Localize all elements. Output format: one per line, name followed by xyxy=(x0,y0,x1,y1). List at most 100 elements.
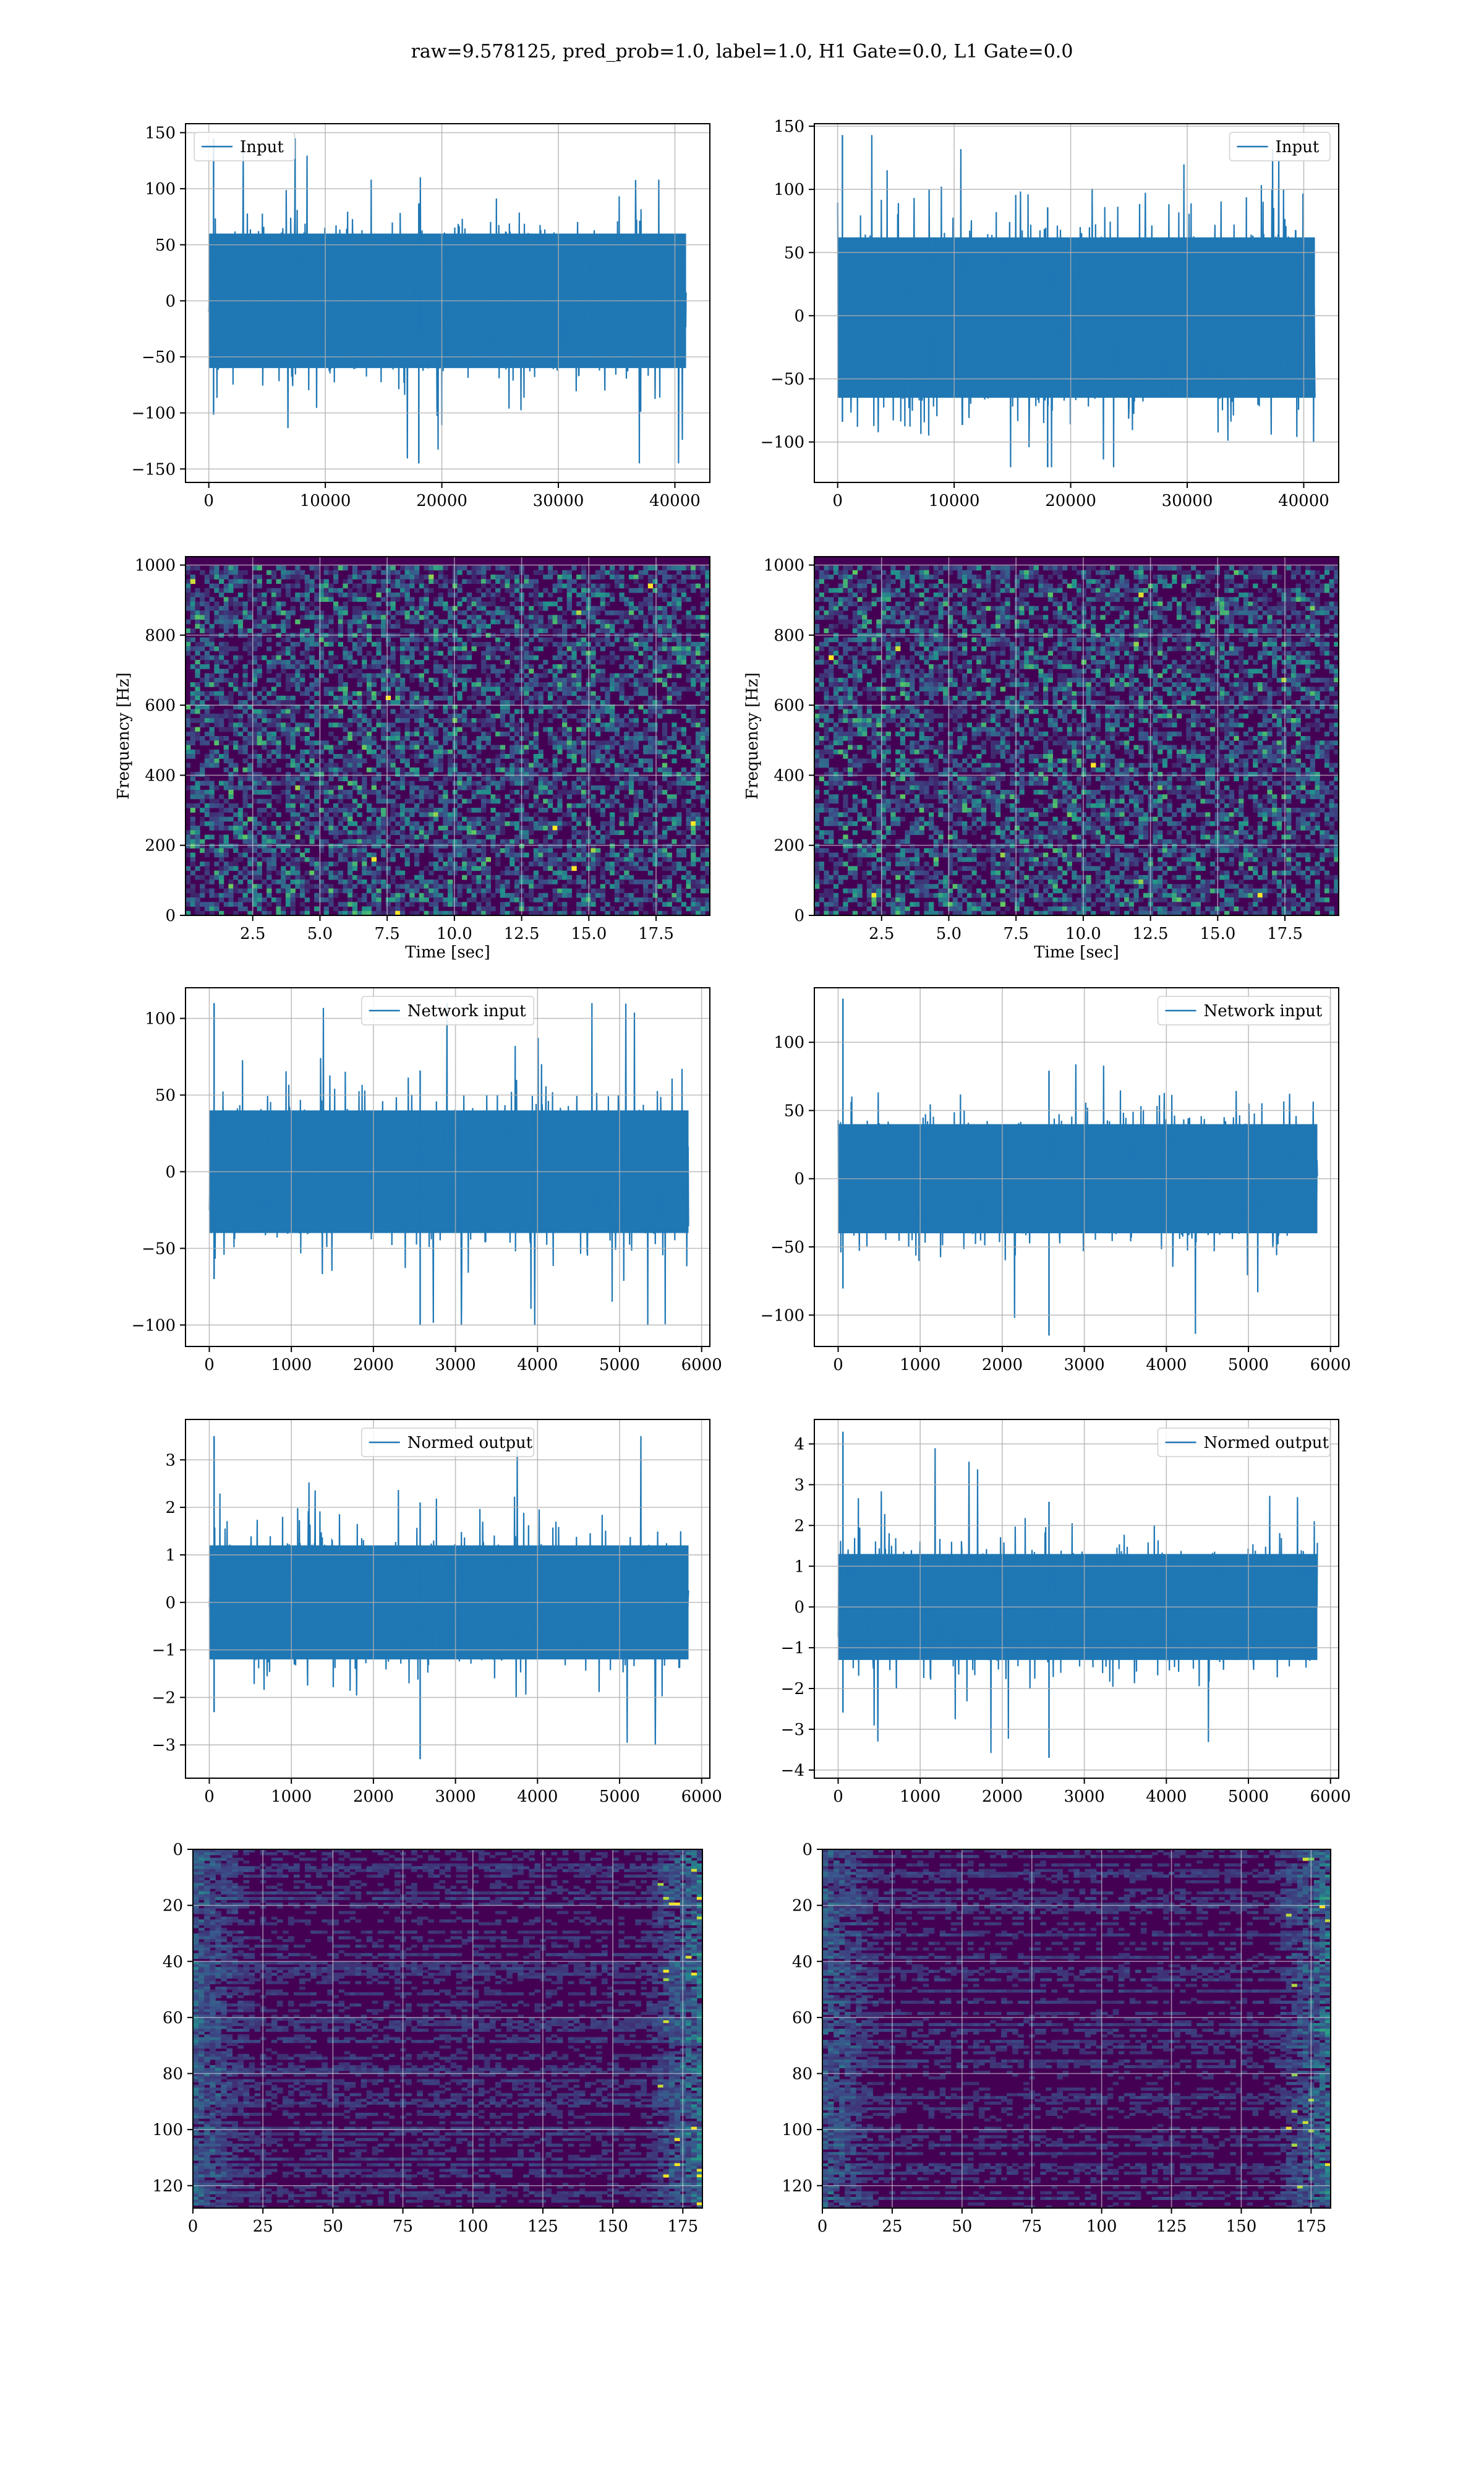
x-tick-label: 0 xyxy=(203,492,214,510)
heatmap-cell xyxy=(348,620,352,625)
heatmap-cell xyxy=(291,682,296,687)
heatmap-cell xyxy=(595,678,600,683)
heatmap-cell xyxy=(667,889,672,894)
heatmap-cell xyxy=(701,687,706,691)
heatmap-cell xyxy=(419,736,424,741)
heatmap-cell xyxy=(571,642,576,647)
heatmap-cell xyxy=(357,570,362,575)
heatmap-cell xyxy=(629,727,634,732)
heatmap-cell xyxy=(419,664,424,669)
heatmap-cell xyxy=(309,862,314,867)
heatmap-cell xyxy=(529,785,534,790)
heatmap-cell xyxy=(276,660,281,665)
heatmap-cell xyxy=(529,830,534,835)
heatmap-cell xyxy=(267,736,271,741)
heatmap-cell xyxy=(391,790,396,795)
heatmap-cell xyxy=(433,597,438,602)
heatmap-cell xyxy=(271,848,276,853)
heatmap-cell xyxy=(453,615,458,620)
heatmap-cell xyxy=(605,584,610,589)
heatmap-cell xyxy=(224,570,229,575)
heatmap-cell xyxy=(343,579,348,584)
heatmap-cell xyxy=(205,732,210,737)
heatmap-cell xyxy=(443,781,448,786)
heatmap-cell xyxy=(200,794,205,799)
heatmap-cell xyxy=(667,826,672,831)
heatmap-cell xyxy=(672,687,676,691)
heatmap-cell xyxy=(576,615,581,620)
heatmap-cell xyxy=(219,754,224,759)
heatmap-cell xyxy=(200,610,205,615)
heatmap-cell xyxy=(505,866,510,871)
heatmap-cell xyxy=(605,722,610,727)
heatmap-cell xyxy=(443,790,448,795)
heatmap-cell xyxy=(701,669,706,674)
heatmap-cell xyxy=(262,844,267,849)
heatmap-cell xyxy=(438,718,443,723)
heatmap-cell xyxy=(367,768,372,773)
heatmap-cell xyxy=(309,772,314,777)
heatmap-cell xyxy=(620,579,625,584)
heatmap-cell xyxy=(653,750,658,755)
heatmap-cell xyxy=(257,830,262,835)
heatmap-cell xyxy=(376,871,381,876)
heatmap-cell xyxy=(648,826,653,831)
heatmap-cell xyxy=(691,817,696,822)
heatmap-cell xyxy=(638,776,643,781)
heatmap-cell xyxy=(696,897,701,902)
heatmap-cell xyxy=(438,664,443,669)
heatmap-cell xyxy=(324,826,329,831)
heatmap-cell xyxy=(467,835,472,840)
heatmap-cell xyxy=(634,732,639,737)
heatmap-cell xyxy=(348,830,352,835)
heatmap-cell xyxy=(205,740,210,745)
heatmap-cell xyxy=(343,687,348,691)
heatmap-cell xyxy=(314,606,319,611)
heatmap-cell xyxy=(233,606,238,611)
heatmap-cell xyxy=(400,593,405,597)
heatmap-cell xyxy=(214,602,219,607)
heatmap-cell xyxy=(600,897,605,902)
heatmap-cell xyxy=(534,646,539,651)
heatmap-cell xyxy=(433,615,438,620)
heatmap-cell xyxy=(701,651,706,656)
heatmap-cell xyxy=(462,597,467,602)
heatmap-cell xyxy=(219,624,224,629)
heatmap-cell xyxy=(300,628,305,633)
legend: Input xyxy=(194,132,295,161)
heatmap-cell xyxy=(328,794,333,799)
heatmap-cell xyxy=(210,848,215,853)
heatmap-cell xyxy=(467,606,472,611)
heatmap-cell xyxy=(267,700,271,705)
heatmap-cell xyxy=(224,871,229,876)
heatmap-cell xyxy=(286,570,291,575)
heatmap-cell xyxy=(524,776,529,781)
heatmap-cell xyxy=(424,794,429,799)
heatmap-cell xyxy=(472,575,477,580)
heatmap-cell xyxy=(224,584,229,589)
heatmap-cell xyxy=(701,772,706,777)
heatmap-cell xyxy=(405,660,410,665)
heatmap-cell xyxy=(314,691,319,696)
heatmap-cell xyxy=(381,736,386,741)
heatmap-cell xyxy=(372,875,377,880)
heatmap-cell xyxy=(386,669,391,674)
heatmap-cell xyxy=(419,871,424,876)
heatmap-cell xyxy=(338,768,343,773)
heatmap-cell xyxy=(557,678,562,683)
heatmap-cell xyxy=(562,570,567,575)
heatmap-cell xyxy=(367,871,372,876)
heatmap-cell xyxy=(195,700,200,705)
heatmap-cell xyxy=(281,584,286,589)
heatmap-cell xyxy=(571,660,576,665)
heatmap-cell xyxy=(391,646,396,651)
heatmap-cell xyxy=(691,687,696,691)
heatmap-cell xyxy=(672,839,676,844)
heatmap-cell xyxy=(300,615,305,620)
heatmap-cell xyxy=(257,781,262,786)
heatmap-cell xyxy=(514,768,519,773)
heatmap-cell xyxy=(224,736,229,741)
heatmap-cell xyxy=(514,656,519,661)
heatmap-cell xyxy=(662,638,667,643)
heatmap-cell xyxy=(548,821,553,826)
